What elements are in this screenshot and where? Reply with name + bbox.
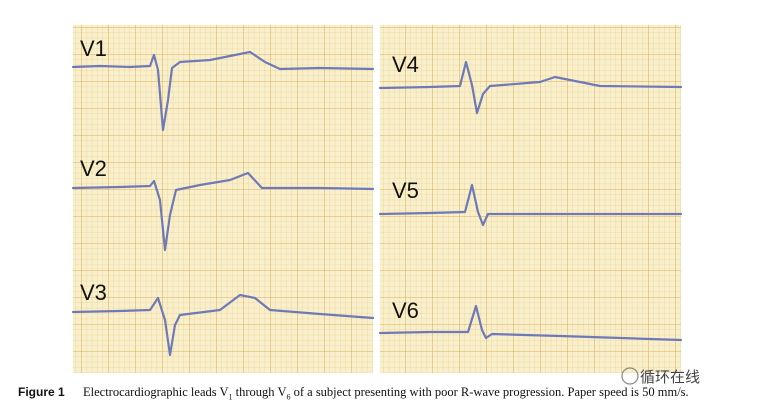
caption-text: Electrocardiographic leads V — [83, 385, 229, 399]
lead-label: V4 — [392, 52, 419, 77]
lead-label: V5 — [392, 178, 419, 203]
ecg-trace — [378, 304, 683, 342]
ecg-trace — [378, 183, 683, 227]
watermark-icon — [621, 367, 639, 385]
lead-label: V2 — [80, 156, 107, 181]
caption-text: of a subject presenting with poor R-wave… — [290, 385, 689, 399]
ecg-trace — [71, 171, 375, 252]
watermark: 循环在线 — [640, 368, 701, 386]
ecg-trace — [71, 293, 375, 357]
lead-label: V3 — [80, 280, 107, 305]
lead-label: V1 — [80, 36, 107, 61]
ecg-trace — [71, 50, 375, 132]
ecg-grid-right — [380, 25, 681, 373]
caption-text: Electrocardiographic leads V1 through V6… — [83, 385, 689, 402]
figure-caption: Figure 1 Electrocardiographic leads V1 th… — [18, 385, 763, 402]
figure-label: Figure 1 — [18, 385, 65, 399]
caption-text: through V — [232, 385, 287, 399]
ecg-grid-left — [73, 25, 373, 373]
caption-subscript: 6 — [286, 392, 291, 402]
caption-subscript: 1 — [228, 392, 233, 402]
lead-label: V6 — [392, 298, 419, 323]
ecg-trace — [378, 60, 683, 115]
